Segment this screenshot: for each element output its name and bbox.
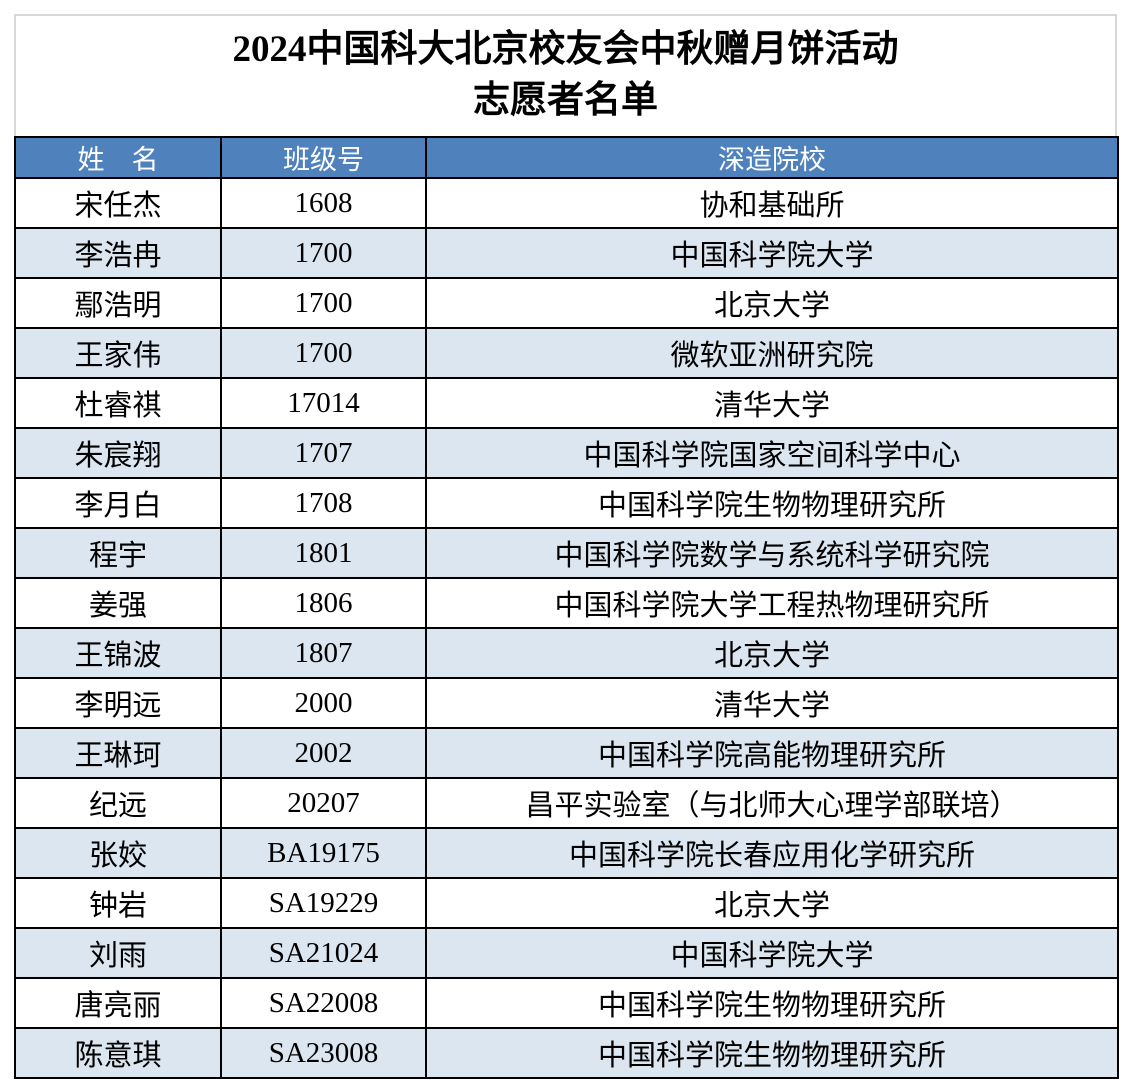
table-row: 王家伟 1700 微软亚洲研究院 xyxy=(14,327,1119,379)
table-row: 朱宸翔 1707 中国科学院国家空间科学中心 xyxy=(14,427,1119,479)
cell-name[interactable]: 张姣 xyxy=(14,827,222,879)
table-row: 纪远 20207 昌平实验室（与北师大心理学部联培） xyxy=(14,777,1119,829)
cell-class-number[interactable]: SA19229 xyxy=(220,877,427,929)
title-block: 2024中国科大北京校友会中秋赠月饼活动 志愿者名单 xyxy=(14,14,1117,136)
cell-institution[interactable]: 清华大学 xyxy=(425,377,1119,429)
cell-institution[interactable]: 北京大学 xyxy=(425,877,1119,929)
cell-institution[interactable]: 中国科学院高能物理研究所 xyxy=(425,727,1119,779)
cell-institution[interactable]: 协和基础所 xyxy=(425,177,1119,229)
cell-class-number[interactable]: 1700 xyxy=(220,227,427,279)
cell-name[interactable]: 王家伟 xyxy=(14,327,222,379)
cell-name[interactable]: 钟岩 xyxy=(14,877,222,929)
table-row: 鄢浩明 1700 北京大学 xyxy=(14,277,1119,329)
cell-name[interactable]: 杜睿祺 xyxy=(14,377,222,429)
table-row: 李浩冉 1700 中国科学院大学 xyxy=(14,227,1119,279)
cell-class-number[interactable]: 1708 xyxy=(220,477,427,529)
cell-class-number[interactable]: BA19175 xyxy=(220,827,427,879)
table-row: 宋任杰 1608 协和基础所 xyxy=(14,177,1119,229)
cell-name[interactable]: 朱宸翔 xyxy=(14,427,222,479)
column-header-class-number[interactable]: 班级号 xyxy=(220,136,427,179)
cell-institution[interactable]: 中国科学院大学 xyxy=(425,927,1119,979)
cell-name[interactable]: 宋任杰 xyxy=(14,177,222,229)
cell-class-number[interactable]: SA22008 xyxy=(220,977,427,1029)
table-row: 陈意琪 SA23008 中国科学院生物物理研究所 xyxy=(14,1027,1119,1079)
cell-class-number[interactable]: 1700 xyxy=(220,327,427,379)
cell-institution[interactable]: 中国科学院数学与系统科学研究院 xyxy=(425,527,1119,579)
cell-name[interactable]: 李月白 xyxy=(14,477,222,529)
cell-institution[interactable]: 中国科学院生物物理研究所 xyxy=(425,977,1119,1029)
cell-institution[interactable]: 中国科学院长春应用化学研究所 xyxy=(425,827,1119,879)
cell-class-number[interactable]: 20207 xyxy=(220,777,427,829)
volunteer-table: 姓 名 班级号 深造院校 宋任杰 1608 协和基础所 李浩冉 1700 中国科学院大学鄢… xyxy=(14,136,1119,1079)
cell-institution[interactable]: 中国科学院生物物理研究所 xyxy=(425,1027,1119,1079)
cell-name[interactable]: 陈意琪 xyxy=(14,1027,222,1079)
cell-class-number[interactable]: 1801 xyxy=(220,527,427,579)
cell-name[interactable]: 李明远 xyxy=(14,677,222,729)
table-row: 杜睿祺 17014 清华大学 xyxy=(14,377,1119,429)
cell-name[interactable]: 王琳珂 xyxy=(14,727,222,779)
table-row: 李月白 1708 中国科学院生物物理研究所 xyxy=(14,477,1119,529)
cell-institution[interactable]: 中国科学院生物物理研究所 xyxy=(425,477,1119,529)
cell-class-number[interactable]: 1707 xyxy=(220,427,427,479)
column-header-name[interactable]: 姓 名 xyxy=(14,136,222,179)
cell-institution[interactable]: 中国科学院大学工程热物理研究所 xyxy=(425,577,1119,629)
cell-class-number[interactable]: 2000 xyxy=(220,677,427,729)
cell-class-number[interactable]: 1700 xyxy=(220,277,427,329)
cell-name[interactable]: 姜强 xyxy=(14,577,222,629)
cell-class-number[interactable]: 1608 xyxy=(220,177,427,229)
cell-name[interactable]: 纪远 xyxy=(14,777,222,829)
cell-institution[interactable]: 北京大学 xyxy=(425,627,1119,679)
cell-name[interactable]: 刘雨 xyxy=(14,927,222,979)
cell-name[interactable]: 李浩冉 xyxy=(14,227,222,279)
page-title: 2024中国科大北京校友会中秋赠月饼活动 xyxy=(232,29,899,71)
cell-class-number[interactable]: 2002 xyxy=(220,727,427,779)
cell-class-number[interactable]: 17014 xyxy=(220,377,427,429)
cell-name[interactable]: 王锦波 xyxy=(14,627,222,679)
table-row: 刘雨 SA21024 中国科学院大学 xyxy=(14,927,1119,979)
header-row: 姓 名 班级号 深造院校 xyxy=(14,136,1119,179)
page-subtitle: 志愿者名单 xyxy=(473,80,658,121)
table-row: 李明远 2000 清华大学 xyxy=(14,677,1119,729)
table-row: 张姣 BA19175 中国科学院长春应用化学研究所 xyxy=(14,827,1119,879)
cell-institution[interactable]: 微软亚洲研究院 xyxy=(425,327,1119,379)
cell-class-number[interactable]: SA23008 xyxy=(220,1027,427,1079)
cell-institution[interactable]: 中国科学院大学 xyxy=(425,227,1119,279)
cell-name[interactable]: 程宇 xyxy=(14,527,222,579)
column-header-institution[interactable]: 深造院校 xyxy=(425,136,1119,179)
cell-class-number[interactable]: 1807 xyxy=(220,627,427,679)
cell-class-number[interactable]: 1806 xyxy=(220,577,427,629)
table-row: 王琳珂 2002 中国科学院高能物理研究所 xyxy=(14,727,1119,779)
cell-institution[interactable]: 中国科学院国家空间科学中心 xyxy=(425,427,1119,479)
cell-institution[interactable]: 北京大学 xyxy=(425,277,1119,329)
cell-name[interactable]: 唐亮丽 xyxy=(14,977,222,1029)
table-row: 程宇 1801 中国科学院数学与系统科学研究院 xyxy=(14,527,1119,579)
table-row: 唐亮丽 SA22008 中国科学院生物物理研究所 xyxy=(14,977,1119,1029)
cell-institution[interactable]: 清华大学 xyxy=(425,677,1119,729)
cell-class-number[interactable]: SA21024 xyxy=(220,927,427,979)
table-row: 钟岩 SA19229 北京大学 xyxy=(14,877,1119,929)
table-row: 姜强 1806 中国科学院大学工程热物理研究所 xyxy=(14,577,1119,629)
cell-name[interactable]: 鄢浩明 xyxy=(14,277,222,329)
cell-institution[interactable]: 昌平实验室（与北师大心理学部联培） xyxy=(425,777,1119,829)
table-body: 宋任杰 1608 协和基础所 李浩冉 1700 中国科学院大学 鄢浩明 1700 北京大学 王家伟… xyxy=(14,177,1119,1079)
table-row: 王锦波 1807 北京大学 xyxy=(14,627,1119,679)
